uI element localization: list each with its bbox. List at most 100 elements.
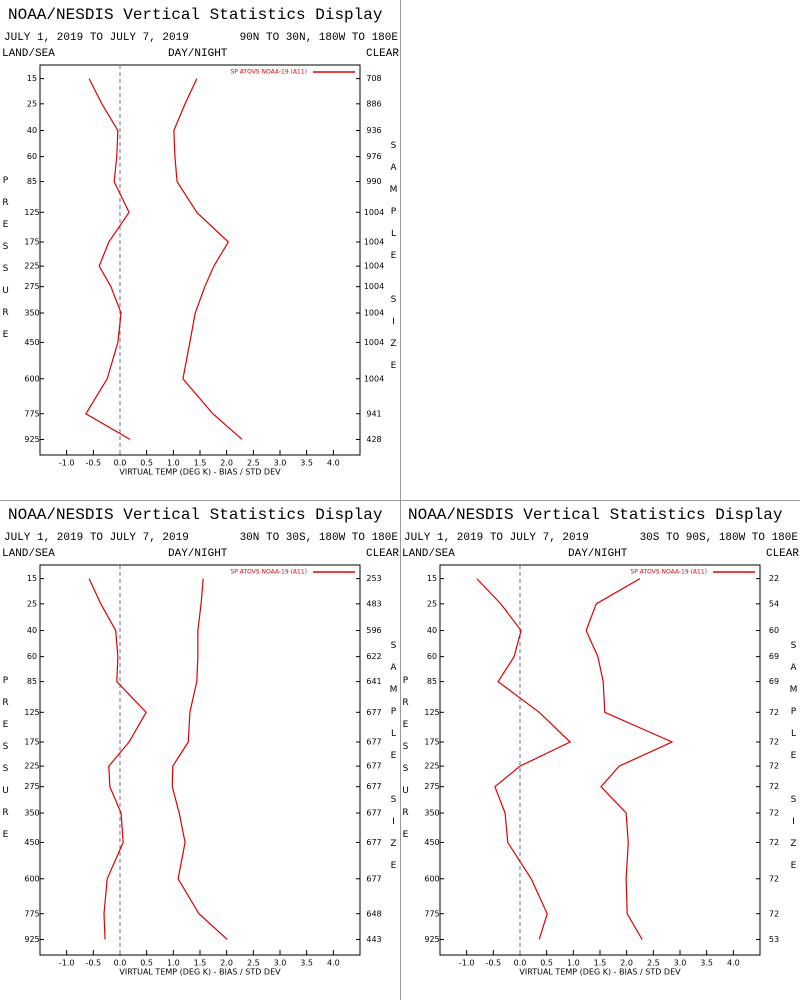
sample-size: 72 — [769, 808, 779, 817]
x-tick-label: 1.0 — [167, 459, 180, 468]
x-tick-label: 3.5 — [300, 959, 313, 968]
y-tick-label: 775 — [424, 909, 439, 918]
std-dev-line — [585, 578, 674, 940]
y-tick-label: 450 — [424, 838, 439, 847]
sample-size: 72 — [769, 838, 779, 847]
sample-size: 443 — [366, 935, 381, 944]
sample-size: 936 — [366, 126, 381, 135]
sample-size: 72 — [769, 762, 779, 771]
x-tick-label: 3.0 — [274, 459, 287, 468]
std-dev-line — [171, 578, 228, 940]
y-tick-label: 600 — [24, 874, 39, 883]
sample-size: 69 — [769, 652, 779, 661]
y-tick-label: 25 — [27, 599, 37, 608]
land-sea: LAND/SEA — [2, 48, 55, 60]
y-tick-label: 450 — [24, 338, 39, 347]
x-tick-label: 0.5 — [540, 959, 553, 968]
y-tick-label: 40 — [427, 626, 437, 635]
sample-size: 708 — [366, 74, 381, 83]
clear: CLEAR — [366, 548, 399, 560]
sample-size: 22 — [769, 574, 779, 583]
y-tick-label: 275 — [424, 782, 439, 791]
y-tick-label: 15 — [27, 574, 37, 583]
y-tick-label: 225 — [424, 762, 439, 771]
sample-size: 72 — [769, 708, 779, 717]
panel-title: NOAA/NESDIS Vertical Statistics Display — [8, 506, 383, 524]
y-tick-label: 15 — [27, 74, 37, 83]
x-tick-label: 0.0 — [514, 959, 527, 968]
sample-size: 53 — [769, 935, 779, 944]
x-tick-label: -1.0 — [59, 459, 75, 468]
y2-axis-label: SAMPLE SIZE — [389, 141, 399, 383]
sample-size: 677 — [366, 738, 381, 747]
x-tick-label: 2.5 — [247, 959, 260, 968]
y-tick-label: 25 — [427, 599, 437, 608]
y2-axis-label: SAMPLE SIZE — [389, 641, 399, 883]
x-tick-label: 0.0 — [114, 959, 127, 968]
sample-size: 641 — [366, 677, 381, 686]
x-tick-label: -0.5 — [86, 459, 102, 468]
sample-size: 1004 — [364, 308, 384, 317]
x-tick-label: 1.0 — [567, 959, 580, 968]
panel: NOAA/NESDIS Vertical Statistics Display J… — [1, 506, 400, 976]
x-tick-label: 3.5 — [300, 459, 313, 468]
y-tick-label: 450 — [24, 838, 39, 847]
y-tick-label: 600 — [424, 874, 439, 883]
x-tick-label: 0.5 — [140, 959, 153, 968]
sample-size: 1004 — [364, 282, 384, 291]
clear: CLEAR — [366, 48, 399, 60]
y-tick-label: 350 — [24, 808, 39, 817]
x-axis-label: VIRTUAL TEMP (DEG K) - BIAS / STD DEV — [119, 968, 281, 977]
y-tick-label: 275 — [24, 782, 39, 791]
x-tick-label: -0.5 — [86, 959, 102, 968]
y-tick-label: 125 — [24, 208, 39, 217]
y-tick-label: 60 — [427, 652, 437, 661]
legend-label: SP ATOVS NOAA-19 (A11) — [230, 569, 307, 576]
y-tick-label: 350 — [424, 808, 439, 817]
x-tick-label: 2.5 — [247, 459, 260, 468]
date-range: JULY 1, 2019 TO JULY 7, 2019 — [404, 532, 589, 544]
sample-size: 60 — [769, 626, 779, 635]
y-tick-label: 175 — [24, 238, 39, 247]
y-axis-label: PRESSURE — [401, 676, 411, 852]
y-tick-label: 275 — [24, 282, 39, 291]
panel: NOAA/NESDIS Vertical Statistics Display J… — [1, 6, 400, 476]
sample-size: 54 — [769, 599, 779, 608]
y-tick-label: 175 — [24, 738, 39, 747]
sample-size: 677 — [366, 782, 381, 791]
x-axis-label: VIRTUAL TEMP (DEG K) - BIAS / STD DEV — [519, 968, 681, 977]
region: 30S TO 90S, 180W TO 180E — [640, 532, 799, 544]
panel-title: NOAA/NESDIS Vertical Statistics Display — [8, 6, 383, 24]
x-tick-label: 0.0 — [114, 459, 127, 468]
y-tick-label: 925 — [24, 435, 39, 444]
sample-size: 990 — [366, 177, 381, 186]
x-tick-label: 4.0 — [727, 959, 740, 968]
x-tick-label: 1.5 — [194, 459, 207, 468]
y-tick-label: 60 — [27, 152, 37, 161]
y-tick-label: 775 — [24, 409, 39, 418]
y2-axis-label: SAMPLE SIZE — [789, 641, 799, 883]
x-tick-label: -1.0 — [59, 959, 75, 968]
sample-size: 483 — [366, 599, 381, 608]
x-tick-label: 3.5 — [700, 959, 713, 968]
legend-label: SP ATOVS NOAA-19 (A11) — [630, 569, 707, 576]
x-tick-label: 1.5 — [594, 959, 607, 968]
sample-size: 72 — [769, 874, 779, 883]
sample-size: 648 — [366, 909, 381, 918]
sample-size: 677 — [366, 874, 381, 883]
std-dev-line — [173, 78, 243, 440]
y-tick-label: 600 — [24, 374, 39, 383]
y-tick-label: 350 — [24, 308, 39, 317]
sample-size: 976 — [366, 152, 381, 161]
y-tick-label: 925 — [24, 935, 39, 944]
bias-line — [85, 78, 131, 440]
y-tick-label: 85 — [27, 177, 37, 186]
y-tick-label: 40 — [27, 626, 37, 635]
sample-size: 253 — [366, 574, 381, 583]
sample-size: 677 — [366, 762, 381, 771]
region: 30N TO 30S, 180W TO 180E — [240, 532, 399, 544]
y-axis-label: PRESSURE — [1, 176, 11, 352]
sample-size: 72 — [769, 738, 779, 747]
x-tick-label: -1.0 — [459, 959, 475, 968]
